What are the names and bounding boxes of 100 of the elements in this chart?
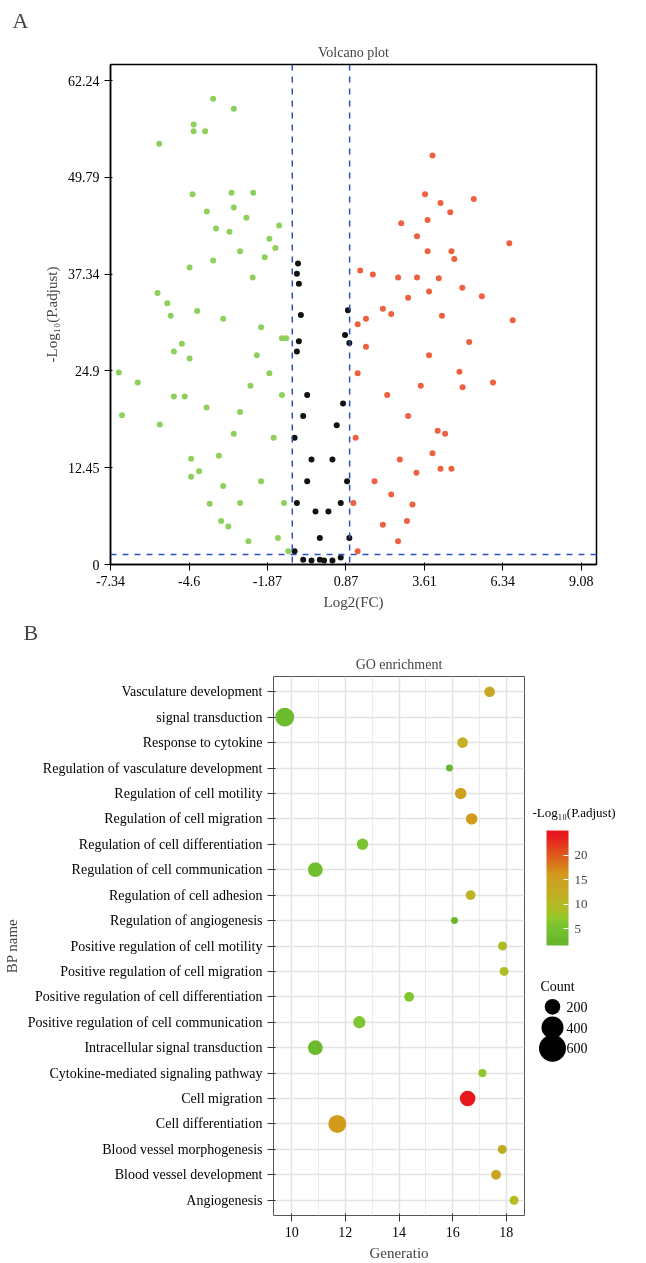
point <box>342 332 349 339</box>
y-tick-label: Cell differentiation <box>155 1116 263 1132</box>
point <box>293 348 300 355</box>
y-tick-label: 0 <box>92 557 100 573</box>
y-axis-title: -Log₁₀(P.adjust) <box>44 266 61 363</box>
point <box>295 280 302 287</box>
point <box>329 557 336 564</box>
legend-label: 400 <box>566 1020 588 1036</box>
x-axis-title: Log2(FC) <box>323 593 384 611</box>
point <box>434 427 441 434</box>
point <box>354 548 361 555</box>
point <box>293 500 300 507</box>
point <box>304 478 311 485</box>
y-tick-label: signal transduction <box>156 709 263 725</box>
point <box>426 352 433 359</box>
text: B <box>23 619 39 645</box>
point <box>379 521 386 528</box>
legend-label: 200 <box>566 999 588 1015</box>
point <box>398 220 405 227</box>
y-tick-label: Vasculature development <box>121 684 263 700</box>
point <box>506 240 513 247</box>
point <box>340 400 347 407</box>
y-tick-label: 37.34 <box>68 267 100 283</box>
point <box>417 382 424 389</box>
point <box>371 478 378 485</box>
y-tick-label: Regulation of cell adhesion <box>108 887 263 903</box>
x-tick-label: 14 <box>392 1224 406 1240</box>
point <box>435 275 442 282</box>
point <box>396 456 403 463</box>
point <box>388 311 395 318</box>
y-tick-label: Regulation of cell differentiation <box>78 836 263 852</box>
x-tick-label: 16 <box>445 1224 460 1240</box>
point <box>297 311 304 318</box>
y-tick-label: Regulation of angiogenesis <box>110 913 263 929</box>
chart-title: Volcano plot <box>318 44 390 60</box>
color-bar-label: 5 <box>574 920 581 936</box>
point <box>291 548 298 555</box>
point <box>489 379 496 386</box>
point <box>333 422 340 429</box>
point <box>295 338 302 345</box>
point <box>429 152 436 159</box>
point <box>357 267 364 274</box>
point <box>509 317 516 324</box>
x-tick-label: -1.87 <box>252 573 282 589</box>
y-tick-label: Intracellular signal transduction <box>84 1040 263 1056</box>
point <box>300 556 307 563</box>
point <box>362 343 369 350</box>
y-tick-label: 49.79 <box>68 170 100 186</box>
point <box>442 430 449 437</box>
y-tick-label: Regulation of cell motility <box>114 785 263 801</box>
point <box>405 412 412 419</box>
x-tick-label: -7.34 <box>95 573 126 589</box>
point <box>352 434 359 441</box>
point <box>459 284 466 291</box>
point <box>329 456 336 463</box>
point <box>354 321 361 328</box>
point <box>413 469 420 476</box>
legend-title: Count <box>540 978 575 994</box>
y-tick-label: Positive regulation of cell motility <box>70 938 263 954</box>
y-tick-label: 24.9 <box>75 363 100 379</box>
color-bar-label: 20 <box>574 847 588 863</box>
point <box>451 255 458 262</box>
y-tick-label: Blood vessel morphogenesis <box>102 1141 263 1157</box>
x-tick-label: -4.6 <box>177 573 201 589</box>
color-bar-label: 10 <box>574 896 588 912</box>
point <box>470 196 477 203</box>
point <box>384 391 391 398</box>
x-axis-title: Generatio <box>369 1244 429 1261</box>
point <box>437 465 444 472</box>
x-tick-label: 0.87 <box>333 573 359 589</box>
point <box>304 391 311 398</box>
point <box>409 501 416 508</box>
point <box>447 209 454 216</box>
point <box>414 274 421 281</box>
point <box>354 370 361 377</box>
point <box>293 270 300 277</box>
point <box>369 271 376 278</box>
point <box>448 248 455 255</box>
x-tick-label: 3.61 <box>412 573 437 589</box>
point <box>438 312 445 319</box>
point <box>422 191 429 198</box>
point <box>405 294 412 301</box>
point <box>362 315 369 322</box>
point <box>300 412 307 419</box>
y-tick-label: Blood vessel development <box>114 1167 263 1183</box>
point <box>325 508 332 515</box>
point <box>466 339 473 346</box>
point <box>321 557 328 564</box>
y-tick-label: Positive regulation of cell communication <box>27 1014 263 1030</box>
point <box>295 260 302 267</box>
point <box>478 293 485 300</box>
point <box>424 248 431 255</box>
y-tick-label: Regulation of cell migration <box>104 811 263 827</box>
chart-title: GO enrichment <box>355 656 443 672</box>
text: A <box>12 7 29 33</box>
y-tick-label: Positive regulation of cell migration <box>60 963 263 979</box>
y-tick-label: Regulation of cell communication <box>71 862 263 878</box>
color-bar-title: -Log₁₀(P.adjust) <box>532 804 616 820</box>
point <box>291 434 298 441</box>
point <box>403 517 410 524</box>
